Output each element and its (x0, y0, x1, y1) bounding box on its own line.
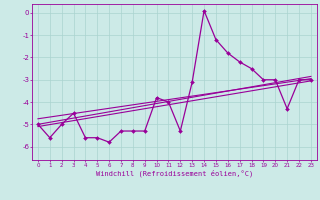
X-axis label: Windchill (Refroidissement éolien,°C): Windchill (Refroidissement éolien,°C) (96, 169, 253, 177)
